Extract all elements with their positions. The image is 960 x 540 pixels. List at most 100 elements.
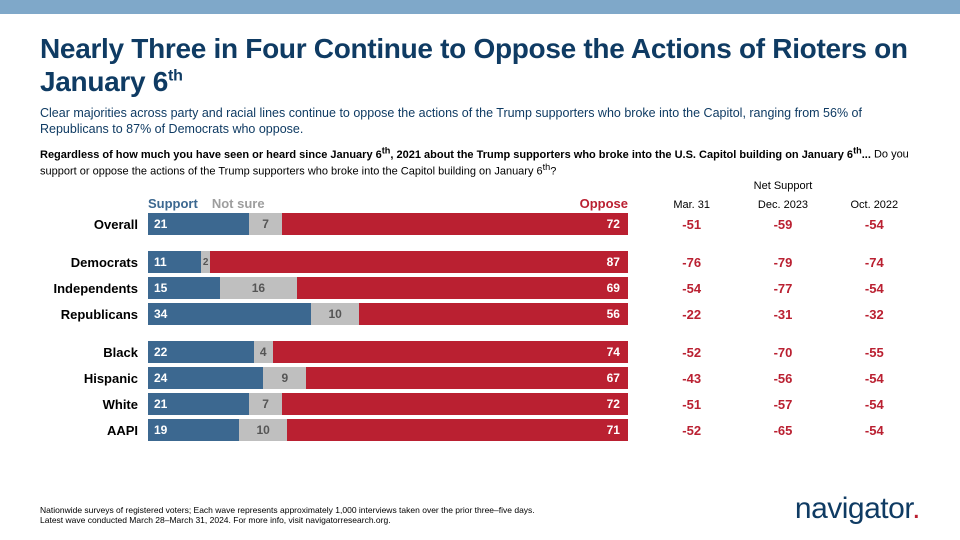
net-value: -54 — [829, 281, 920, 296]
logo-text: navigator — [795, 492, 912, 525]
row-label: Independents — [40, 281, 148, 296]
legend: Support Not sure Oppose — [148, 189, 628, 211]
bar-segment-oppose: 72 — [282, 213, 628, 235]
bar-segment-support: 15 — [148, 277, 220, 299]
chart-row: Overall21772-51-59-54 — [40, 211, 920, 237]
stacked-bar: 21772 — [148, 213, 628, 235]
footer: Nationwide surveys of registered voters;… — [40, 492, 920, 526]
net-values: -54-77-54 — [628, 281, 920, 296]
legend-oppose: Oppose — [580, 196, 628, 211]
bar-segment-oppose: 67 — [306, 367, 628, 389]
net-values: -51-59-54 — [628, 217, 920, 232]
stacked-bar: 11287 — [148, 251, 628, 273]
footnote-text: Nationwide surveys of registered voters;… — [40, 505, 535, 526]
net-value: -54 — [829, 371, 920, 386]
bar-segment-support: 22 — [148, 341, 254, 363]
net-value: -59 — [737, 217, 828, 232]
top-accent-bar — [0, 0, 960, 14]
bar-segment-notsure: 10 — [311, 303, 359, 325]
navigator-logo: navigator. — [795, 492, 920, 526]
row-label: White — [40, 397, 148, 412]
net-value: -79 — [737, 255, 828, 270]
net-value: -54 — [829, 423, 920, 438]
chart-row: Black22474-52-70-55 — [40, 339, 920, 365]
chart-row: Republicans341056-22-31-32 — [40, 301, 920, 327]
row-label: Republicans — [40, 307, 148, 322]
chart-row: White21772-51-57-54 — [40, 391, 920, 417]
stacked-bar: 21772 — [148, 393, 628, 415]
bar-segment-oppose: 69 — [297, 277, 628, 299]
bar-segment-support: 34 — [148, 303, 311, 325]
net-values: -43-56-54 — [628, 371, 920, 386]
stacked-bar: 341056 — [148, 303, 628, 325]
net-support-supertitle: Net Support — [646, 180, 920, 192]
page-subtitle: Clear majorities across party and racial… — [40, 106, 920, 137]
stacked-bar: 151669 — [148, 277, 628, 299]
net-values: -52-70-55 — [628, 345, 920, 360]
chart-header-row: Support Not sure Oppose Net Support Mar.… — [40, 189, 920, 211]
bar-segment-notsure: 9 — [263, 367, 306, 389]
row-label: AAPI — [40, 423, 148, 438]
bar-segment-notsure: 4 — [254, 341, 273, 363]
bar-segment-support: 21 — [148, 393, 249, 415]
net-support-header: Net Support Mar. 31 Dec. 2023 Oct. 2022 — [646, 189, 920, 211]
net-value: -70 — [737, 345, 828, 360]
net-value: -55 — [829, 345, 920, 360]
legend-notsure: Not sure — [212, 196, 265, 211]
chart-row: Hispanic24967-43-56-54 — [40, 365, 920, 391]
bar-segment-notsure: 10 — [239, 419, 287, 441]
net-values: -51-57-54 — [628, 397, 920, 412]
bar-segment-support: 24 — [148, 367, 263, 389]
bar-segment-support: 19 — [148, 419, 239, 441]
stacked-bar: 191071 — [148, 419, 628, 441]
net-col-0: Mar. 31 — [646, 199, 737, 211]
bar-segment-support: 21 — [148, 213, 249, 235]
page-content: Nearly Three in Four Continue to Oppose … — [0, 14, 960, 449]
bar-segment-oppose: 56 — [359, 303, 628, 325]
chart-row: AAPI191071-52-65-54 — [40, 417, 920, 443]
net-value: -51 — [646, 397, 737, 412]
net-value: -31 — [737, 307, 828, 322]
stacked-bar: 24967 — [148, 367, 628, 389]
net-value: -52 — [646, 423, 737, 438]
row-label: Black — [40, 345, 148, 360]
net-values: -76-79-74 — [628, 255, 920, 270]
chart-row: Democrats11287-76-79-74 — [40, 249, 920, 275]
bar-segment-support: 11 — [148, 251, 201, 273]
row-label: Overall — [40, 217, 148, 232]
bar-segment-notsure: 7 — [249, 393, 283, 415]
net-value: -76 — [646, 255, 737, 270]
bar-segment-notsure: 2 — [201, 251, 211, 273]
net-value: -54 — [646, 281, 737, 296]
net-value: -51 — [646, 217, 737, 232]
net-value: -74 — [829, 255, 920, 270]
net-value: -77 — [737, 281, 828, 296]
net-values: -22-31-32 — [628, 307, 920, 322]
row-label: Democrats — [40, 255, 148, 270]
logo-dot: . — [912, 492, 920, 525]
net-value: -54 — [829, 217, 920, 232]
row-label: Hispanic — [40, 371, 148, 386]
bar-segment-notsure: 7 — [249, 213, 283, 235]
bar-segment-oppose: 87 — [210, 251, 628, 273]
net-value: -43 — [646, 371, 737, 386]
bar-segment-oppose: 71 — [287, 419, 628, 441]
net-col-1: Dec. 2023 — [737, 199, 828, 211]
net-value: -54 — [829, 397, 920, 412]
bar-segment-notsure: 16 — [220, 277, 297, 299]
page-title: Nearly Three in Four Continue to Oppose … — [40, 32, 920, 98]
net-value: -57 — [737, 397, 828, 412]
stacked-bar: 22474 — [148, 341, 628, 363]
chart-rows: Overall21772-51-59-54Democrats11287-76-7… — [40, 211, 920, 443]
survey-question: Regardless of how much you have seen or … — [40, 145, 920, 179]
net-col-2: Oct. 2022 — [829, 199, 920, 211]
net-value: -56 — [737, 371, 828, 386]
bar-segment-oppose: 72 — [282, 393, 628, 415]
net-value: -65 — [737, 423, 828, 438]
legend-support: Support — [148, 196, 198, 211]
net-values: -52-65-54 — [628, 423, 920, 438]
bar-segment-oppose: 74 — [273, 341, 628, 363]
chart-row: Independents151669-54-77-54 — [40, 275, 920, 301]
net-value: -32 — [829, 307, 920, 322]
net-value: -52 — [646, 345, 737, 360]
